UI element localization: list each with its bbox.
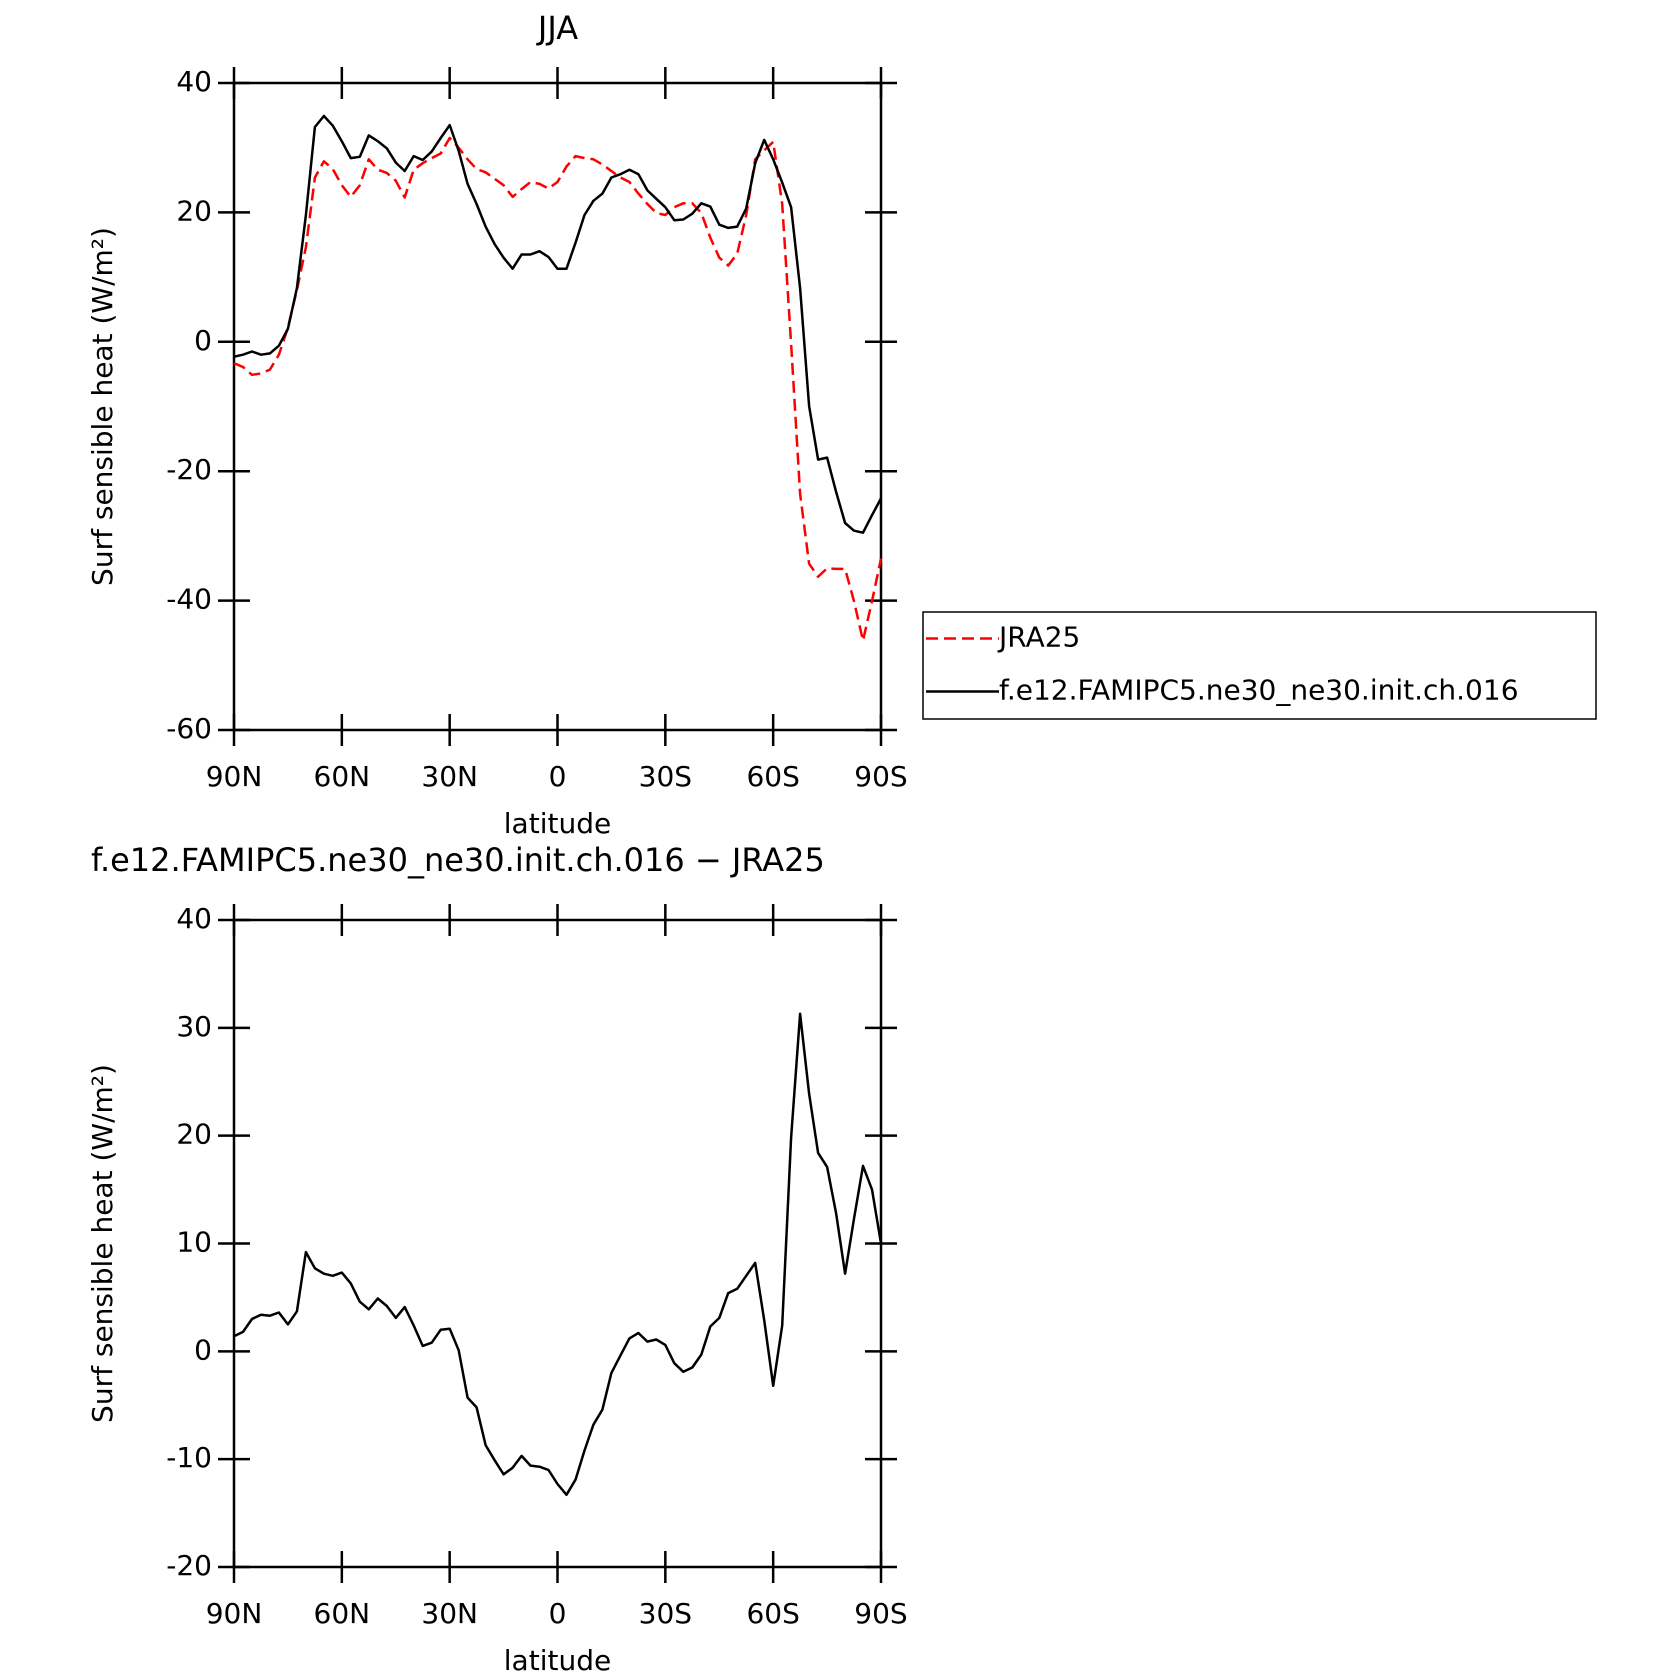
y-tick-label: 30 (176, 1010, 212, 1043)
y-tick-label: 10 (176, 1226, 212, 1259)
y-tick-label: -60 (166, 712, 212, 745)
x-tick-label: 90N (206, 760, 263, 793)
x-tick-label: 60S (746, 1597, 799, 1630)
x-tick-label: 30N (421, 1597, 478, 1630)
x-axis-label: latitude (504, 807, 611, 840)
y-axis-label: Surf sensible heat (W/m²) (86, 1064, 119, 1423)
y-tick-label: -20 (166, 1549, 212, 1582)
y-tick-label: 0 (194, 324, 212, 357)
y-tick-label: 40 (176, 65, 212, 98)
x-tick-label: 60N (314, 760, 371, 793)
x-tick-label: 60N (314, 1597, 371, 1630)
x-tick-label: 90S (854, 1597, 907, 1630)
plot-frame (232, 918, 883, 1569)
y-tick-label: 20 (176, 1118, 212, 1151)
legend-label: f.e12.FAMIPC5.ne30_ne30.init.ch.016 (999, 674, 1519, 707)
x-tick-label: 0 (549, 1597, 567, 1630)
data-line (233, 136, 883, 642)
y-tick-label: 20 (176, 194, 212, 227)
y-axis-label: Surf sensible heat (W/m²) (86, 227, 119, 586)
x-tick-label: 90S (854, 760, 907, 793)
x-tick-label: 0 (549, 760, 567, 793)
y-tick-label: -40 (166, 583, 212, 616)
x-tick-label: 30S (639, 1597, 692, 1630)
y-tick-label: -10 (166, 1441, 212, 1474)
y-tick-label: 40 (176, 902, 212, 935)
y-tick-label: -20 (166, 453, 212, 486)
x-axis-label: latitude (504, 1644, 611, 1674)
data-line (233, 114, 883, 534)
x-tick-label: 90N (206, 1597, 263, 1630)
x-tick-label: 60S (746, 760, 799, 793)
x-tick-label: 30N (421, 760, 478, 793)
legend-label: JRA25 (997, 621, 1080, 654)
chart-title: JJA (536, 9, 578, 47)
chart-title: f.e12.FAMIPC5.ne30_ne30.init.ch.016 − JR… (91, 841, 825, 879)
data-line (233, 1012, 883, 1497)
x-tick-label: 30S (639, 760, 692, 793)
legend-box (922, 611, 1597, 720)
y-tick-label: 0 (194, 1333, 212, 1366)
